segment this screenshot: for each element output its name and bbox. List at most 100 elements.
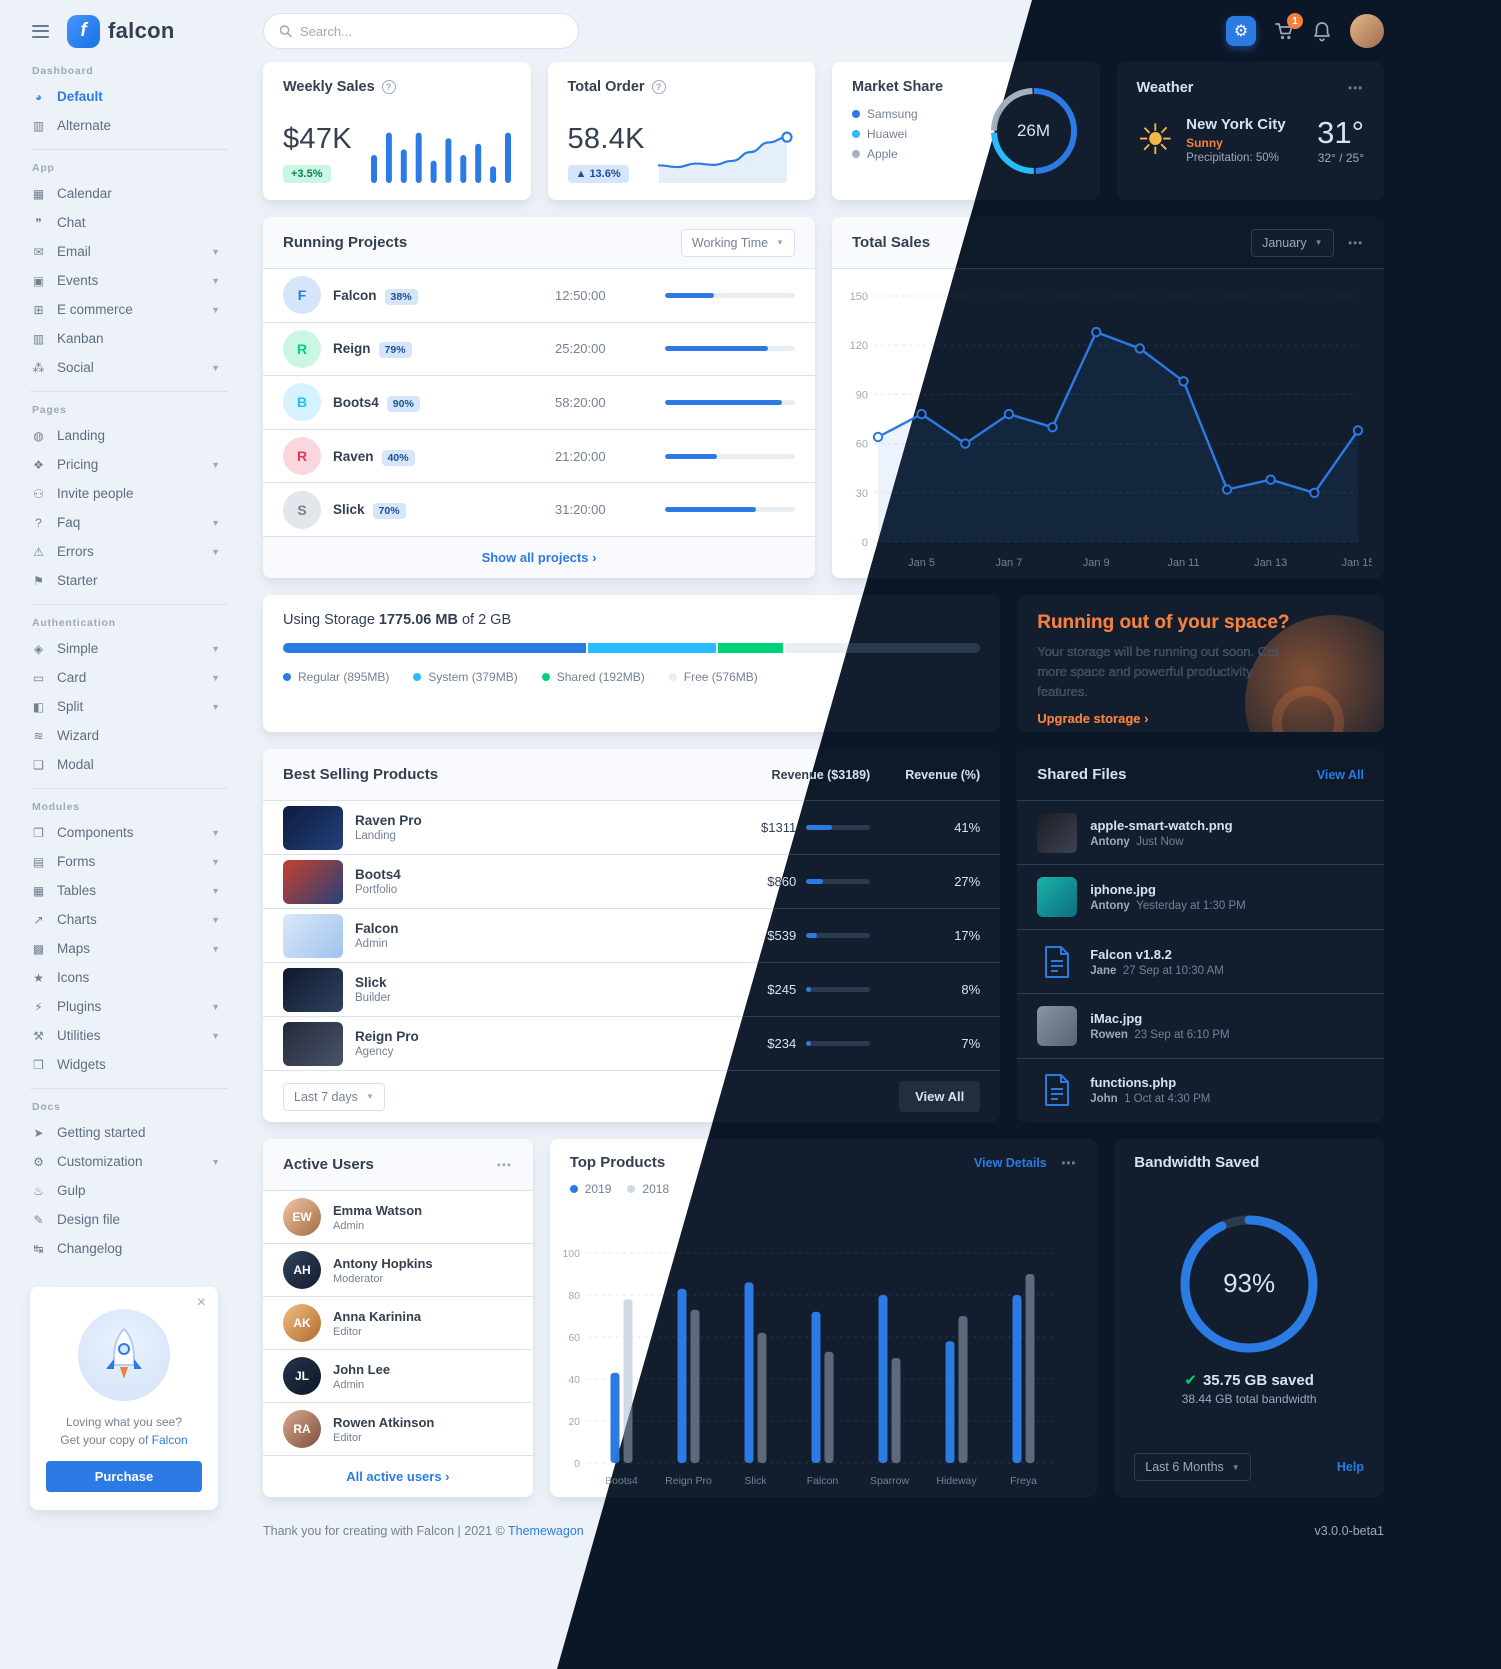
- sidebar-item-calendar[interactable]: ▦ Calendar: [30, 179, 228, 208]
- all-active-users-link[interactable]: All active users ›: [263, 1455, 533, 1497]
- info-icon[interactable]: ?: [381, 80, 396, 94]
- project-name[interactable]: Slick: [333, 502, 365, 518]
- project-name[interactable]: Falcon: [333, 287, 377, 303]
- project-name[interactable]: Boots4: [333, 394, 379, 410]
- icons-icon: ★: [33, 970, 44, 985]
- view-all-button[interactable]: View All: [899, 1081, 981, 1112]
- svg-text:Jan 5: Jan 5: [908, 557, 935, 569]
- sidebar-item-components[interactable]: ❐ Components ▼: [30, 818, 228, 847]
- user-name[interactable]: John Lee: [333, 1361, 391, 1377]
- settings-button[interactable]: ⚙: [1226, 16, 1256, 46]
- hamburger-menu-icon[interactable]: [30, 21, 51, 42]
- file-name[interactable]: functions.php: [1090, 1075, 1177, 1091]
- product-name[interactable]: Slick: [355, 975, 387, 990]
- avatar[interactable]: JL: [283, 1357, 321, 1395]
- user-name[interactable]: Anna Karinina: [333, 1308, 422, 1324]
- working-time-select[interactable]: Working Time ▼: [680, 228, 795, 257]
- sidebar-item-changelog[interactable]: ↹ Changelog: [30, 1234, 228, 1263]
- sidebar-item-tables[interactable]: ▦ Tables ▼: [30, 876, 228, 905]
- user-avatar[interactable]: [1350, 14, 1384, 48]
- file-name[interactable]: iphone.jpg: [1090, 882, 1156, 898]
- info-icon[interactable]: ?: [651, 80, 666, 94]
- storage-total: of 2 GB: [461, 612, 512, 628]
- sidebar-item-invite-people[interactable]: ⚇ Invite people: [30, 479, 228, 508]
- sidebar-item-simple[interactable]: ◈ Simple ▼: [30, 634, 228, 663]
- active-users-menu-icon[interactable]: ⋯: [496, 1156, 513, 1174]
- search-input[interactable]: [299, 23, 563, 39]
- period-select[interactable]: Last 7 days ▼: [283, 1082, 385, 1111]
- product-name[interactable]: Boots4: [355, 867, 401, 882]
- avatar[interactable]: EW: [283, 1198, 321, 1236]
- search-box[interactable]: [263, 13, 579, 49]
- sidebar-item-errors[interactable]: ⚠ Errors ▼: [30, 537, 228, 566]
- avatar[interactable]: RA: [283, 1410, 321, 1448]
- avatar[interactable]: AH: [283, 1251, 321, 1289]
- view-all-files-link[interactable]: View All: [1316, 767, 1364, 782]
- sidebar-item-customization[interactable]: ⚙ Customization ▼: [30, 1147, 228, 1176]
- sidebar-item-default[interactable]: ◕ Default: [30, 82, 228, 111]
- upgrade-storage-link[interactable]: Upgrade storage ›: [1037, 711, 1149, 727]
- sidebar-item-plugins[interactable]: ⚡ Plugins ▼: [30, 992, 228, 1021]
- product-name[interactable]: Raven Pro: [355, 813, 422, 828]
- legend-item[interactable]: 2018: [627, 1182, 669, 1196]
- weather-menu-icon[interactable]: ⋯: [1347, 80, 1364, 97]
- total-sales-menu-icon[interactable]: ⋯: [1347, 234, 1364, 252]
- close-icon[interactable]: ×: [196, 1294, 206, 1311]
- show-all-projects-link[interactable]: Show all projects ›: [263, 536, 815, 578]
- falcon-link[interactable]: Falcon: [151, 1433, 188, 1447]
- sidebar-item-split[interactable]: ◧ Split ▼: [30, 692, 228, 721]
- sidebar-item-icons[interactable]: ★ Icons: [30, 963, 228, 992]
- sidebar-item-wizard[interactable]: ≋ Wizard: [30, 721, 228, 750]
- cart-badge: 1: [1287, 13, 1303, 29]
- sidebar-item-social[interactable]: ⁂ Social ▼: [30, 353, 228, 382]
- sidebar-item-starter[interactable]: ⚑ Starter: [30, 566, 228, 595]
- project-name[interactable]: Reign: [333, 341, 371, 357]
- product-category: Admin: [355, 938, 388, 950]
- sidebar-item-events[interactable]: ▣ Events ▼: [30, 266, 228, 295]
- chevron-down-icon: ▼: [211, 856, 220, 867]
- sidebar-item-utilities[interactable]: ⚒ Utilities ▼: [30, 1021, 228, 1050]
- falcon-logo[interactable]: f falcon: [67, 14, 175, 48]
- user-name[interactable]: Emma Watson: [333, 1202, 423, 1218]
- help-link[interactable]: Help: [1336, 1460, 1364, 1474]
- user-name[interactable]: Antony Hopkins: [333, 1255, 433, 1271]
- sidebar-item-chat[interactable]: ❞ Chat: [30, 208, 228, 237]
- top-products-menu-icon[interactable]: ⋯: [1060, 1155, 1078, 1172]
- sidebar-item-getting-started[interactable]: ➤ Getting started: [30, 1118, 228, 1147]
- sidebar-item-pricing[interactable]: ❖ Pricing ▼: [30, 450, 228, 479]
- cart-button[interactable]: 1: [1274, 13, 1303, 41]
- sidebar-item-widgets[interactable]: ❒ Widgets: [30, 1050, 228, 1079]
- sidebar-item-design-file[interactable]: ✎ Design file: [30, 1205, 228, 1234]
- sidebar-item-card[interactable]: ▭ Card ▼: [30, 663, 228, 692]
- legend-item[interactable]: 2019: [569, 1182, 611, 1196]
- upgrade-storage-link[interactable]: Upgrade storage ›: [1037, 711, 1149, 727]
- sidebar-item-alternate[interactable]: ▥ Alternate: [30, 111, 228, 140]
- sidebar-item-landing[interactable]: ◍ Landing: [30, 421, 228, 450]
- avatar[interactable]: AK: [283, 1304, 321, 1342]
- user-name[interactable]: Rowen Atkinson: [333, 1414, 435, 1430]
- card-title: Total Order: [567, 79, 645, 95]
- sidebar-item-email[interactable]: ✉ Email ▼: [30, 237, 228, 266]
- themewagon-link[interactable]: Themewagon: [508, 1524, 584, 1538]
- sidebar-item-charts[interactable]: ↗ Charts ▼: [30, 905, 228, 934]
- product-name[interactable]: Falcon: [355, 921, 399, 936]
- sidebar-item-forms[interactable]: ▤ Forms ▼: [30, 847, 228, 876]
- sidebar-item-maps[interactable]: ▩ Maps ▼: [30, 934, 228, 963]
- sidebar-item-modal[interactable]: ❏ Modal: [30, 750, 228, 779]
- flag-icon: ⚑: [33, 573, 44, 588]
- sidebar-item-e-commerce[interactable]: ⊞ E commerce ▼: [30, 295, 228, 324]
- file-thumbnail: [1037, 812, 1078, 853]
- months-select[interactable]: Last 6 Months ▼: [1134, 1453, 1251, 1481]
- project-name[interactable]: Raven: [333, 448, 374, 464]
- month-select[interactable]: January ▼: [1251, 228, 1334, 257]
- sidebar-item-gulp[interactable]: ♨ Gulp: [30, 1176, 228, 1205]
- view-details-link[interactable]: View Details: [974, 1156, 1047, 1170]
- notifications-bell-button[interactable]: [1312, 21, 1332, 42]
- file-name[interactable]: iMac.jpg: [1090, 1010, 1143, 1026]
- sidebar-item-kanban[interactable]: ▥ Kanban: [30, 324, 228, 353]
- purchase-button[interactable]: Purchase: [46, 1461, 202, 1492]
- sidebar-item-faq[interactable]: ? Faq ▼: [30, 508, 228, 537]
- file-name[interactable]: apple-smart-watch.png: [1090, 817, 1233, 833]
- file-name[interactable]: Falcon v1.8.2: [1090, 946, 1172, 962]
- product-name[interactable]: Reign Pro: [355, 1029, 419, 1044]
